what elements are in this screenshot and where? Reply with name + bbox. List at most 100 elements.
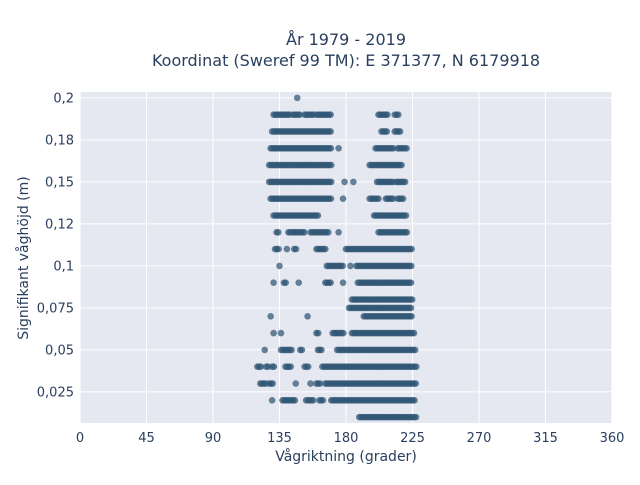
- x-tick-label: 0: [76, 431, 84, 446]
- chart-title-line-1: År 1979 - 2019: [286, 30, 406, 49]
- scatter-point: [396, 128, 404, 135]
- x-tick-label: 180: [334, 431, 359, 446]
- x-tick-label: 225: [400, 431, 425, 446]
- scatter-point: [287, 363, 295, 371]
- scatter-point: [307, 380, 314, 387]
- y-tick-label: 0,075: [37, 301, 74, 316]
- x-tick-label: 360: [600, 431, 625, 446]
- scatter-point: [276, 262, 283, 270]
- scatter-point: [339, 262, 347, 270]
- y-axis-title: Signifikant våghöjd (m): [15, 176, 32, 339]
- scatter-point: [301, 229, 308, 236]
- points-layer: [254, 94, 420, 421]
- scatter-point: [408, 262, 415, 270]
- scatter-point: [339, 195, 347, 202]
- scatter-point: [402, 212, 410, 219]
- scatter-point: [411, 346, 419, 354]
- y-tick-label: 0,05: [45, 343, 74, 358]
- scatter-point: [282, 279, 290, 287]
- scatter-point: [407, 304, 415, 312]
- scatter-point: [318, 346, 325, 354]
- scatter-point: [341, 178, 348, 186]
- scatter-point: [319, 397, 327, 404]
- scatter-point: [403, 229, 411, 236]
- scatter-point: [257, 363, 265, 371]
- scatter-point: [327, 161, 335, 169]
- scatter-point: [327, 111, 334, 118]
- scatter-point: [395, 111, 402, 118]
- scatter-point: [270, 329, 277, 337]
- scatter-point: [383, 128, 391, 135]
- scatter-point: [324, 229, 332, 236]
- x-tick-label: 135: [267, 431, 292, 446]
- y-tick-label: 0,1: [53, 259, 74, 274]
- scatter-point: [375, 195, 382, 202]
- scatter-point: [335, 229, 342, 236]
- scatter-point: [327, 195, 335, 202]
- scatter-point: [322, 245, 329, 253]
- y-tick-label: 0,025: [37, 385, 74, 400]
- y-tick-labels: 0,025 0,05 0,075 0,1 0,12 0,15 0,18 0,2: [37, 91, 74, 400]
- scatter-point: [291, 397, 299, 404]
- scatter-point: [347, 262, 354, 270]
- scatter-point: [384, 111, 391, 118]
- x-tick-label: 90: [205, 431, 222, 446]
- scatter-point: [314, 329, 322, 337]
- scatter-point: [283, 245, 291, 253]
- scatter-point: [293, 94, 301, 102]
- scatter-point: [277, 329, 285, 337]
- scatter-point: [309, 397, 317, 404]
- y-tick-label: 0,2: [53, 91, 74, 106]
- scatter-point: [407, 279, 415, 287]
- x-tick-labels: 0 45 90 135 180 225 270 315 360: [76, 431, 625, 446]
- x-tick-label: 270: [467, 431, 492, 446]
- scatter-point: [410, 329, 418, 337]
- scatter-point: [275, 229, 282, 236]
- scatter-point: [270, 279, 277, 287]
- scatter-point: [389, 195, 397, 202]
- scatter-point: [408, 313, 415, 320]
- scatter-point: [408, 296, 416, 303]
- x-tick-label: 315: [533, 431, 558, 446]
- x-tick-label: 45: [138, 431, 155, 446]
- y-tick-label: 0,18: [45, 133, 74, 148]
- scatter-point: [403, 144, 410, 152]
- scatter-point: [340, 329, 347, 337]
- scatter-point: [304, 363, 312, 371]
- scatter-point: [316, 380, 324, 387]
- scatter-point: [412, 380, 420, 387]
- scatter-point: [399, 195, 407, 202]
- scatter-point: [292, 245, 300, 253]
- scatter-point: [412, 413, 420, 421]
- scatter-point: [327, 128, 334, 135]
- scatter-point: [261, 346, 269, 354]
- scatter-point: [335, 144, 342, 152]
- scatter-point: [275, 245, 282, 253]
- scatter-point: [298, 346, 306, 354]
- scatter-point: [296, 111, 304, 118]
- scatter-point: [270, 363, 278, 371]
- scatter-point: [408, 245, 415, 253]
- scatter-point: [304, 313, 311, 320]
- y-tick-label: 0,15: [45, 175, 74, 190]
- scatter-point: [413, 363, 420, 371]
- scatter-point: [268, 397, 276, 404]
- scatter-point: [327, 279, 334, 287]
- scatter-point: [327, 178, 335, 186]
- scatter-point: [398, 161, 405, 169]
- scatter-point: [288, 346, 295, 354]
- x-axis-title: Vågriktning (grader): [275, 448, 417, 465]
- scatter-point: [401, 178, 409, 186]
- y-tick-label: 0,12: [45, 217, 74, 232]
- scatter-point: [295, 279, 303, 287]
- scatter-point: [269, 380, 277, 387]
- scatter-point: [292, 380, 300, 387]
- scatter-point: [267, 313, 274, 320]
- scatter-point: [350, 178, 357, 186]
- scatter-point: [339, 279, 347, 287]
- chart-title-line-2: Koordinat (Sweref 99 TM): E 371377, N 61…: [152, 51, 540, 70]
- scatter-point: [327, 144, 335, 152]
- scatter-point: [314, 212, 322, 219]
